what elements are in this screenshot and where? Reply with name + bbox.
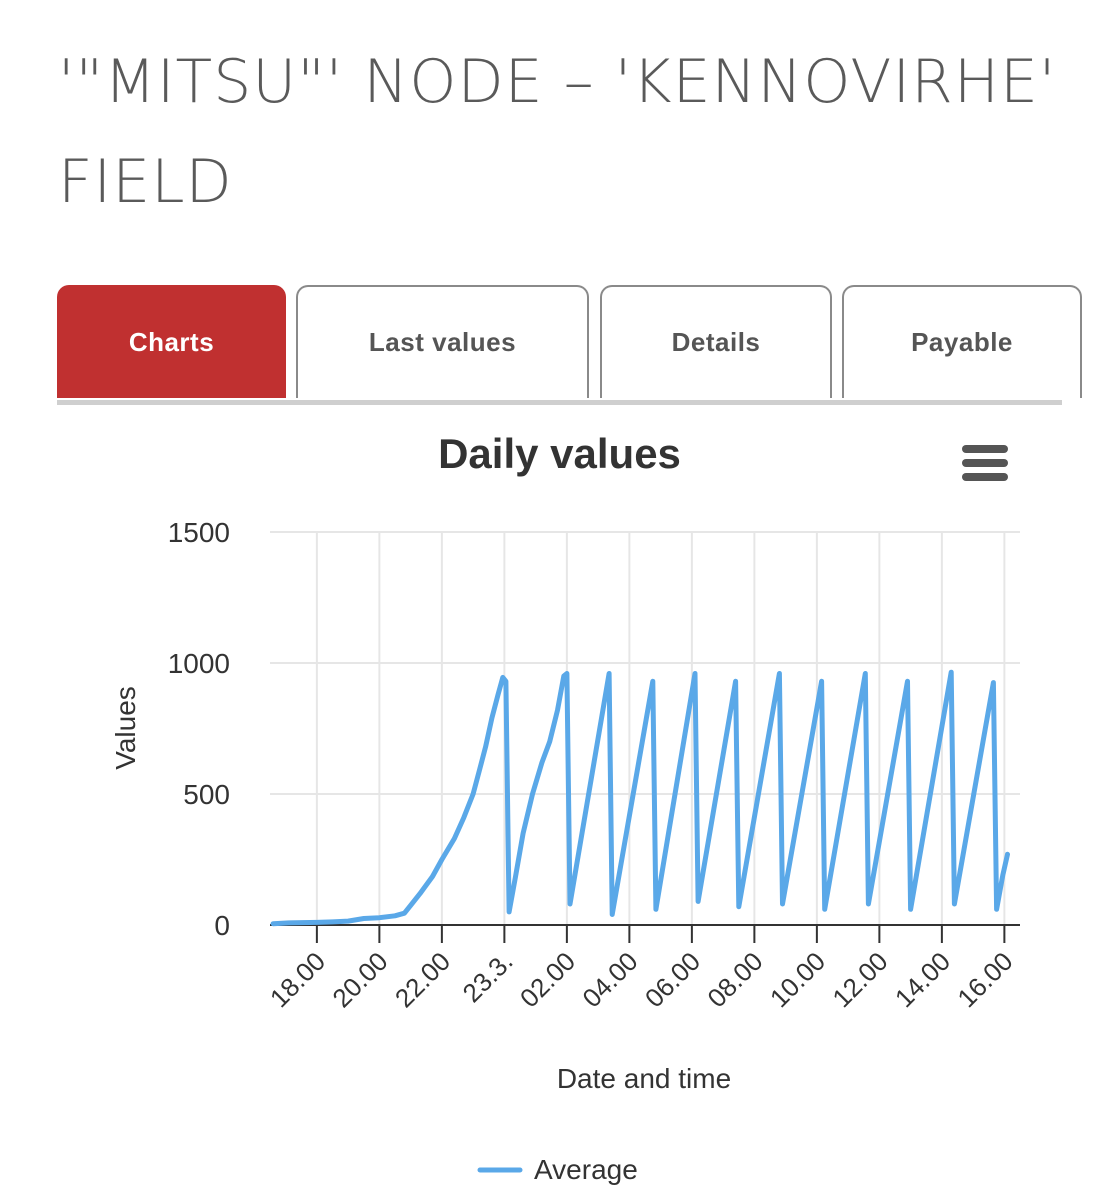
legend-label-average: Average [534,1154,638,1185]
tab-charts[interactable]: Charts [57,285,286,398]
y-tick-label: 0 [214,910,230,941]
series-line-average [270,669,1010,927]
tab-bar: Charts Last values Details Payable [57,285,1082,407]
x-tick-label: 06.00 [639,946,706,1013]
x-tick-label: 08.00 [701,946,768,1013]
chart-title: Daily values [438,430,681,477]
chart-series [270,669,1010,927]
y-tick-label: 1500 [168,517,230,548]
x-tick-label: 10.00 [764,946,831,1013]
y-axis-label: Values [110,686,141,770]
x-axis-label: Date and time [557,1063,731,1094]
x-tick-label: 14.00 [889,946,956,1013]
x-tick-label: 20.00 [326,946,393,1013]
x-tick-label: 16.00 [951,946,1018,1013]
tab-bar-divider [57,400,1062,405]
x-tick-label: 18.00 [264,946,331,1013]
x-tick-label: 22.00 [389,946,456,1013]
tab-details[interactable]: Details [600,285,832,398]
x-tick-label: 02.00 [514,946,581,1013]
x-tick-label: 23.3. [457,946,519,1008]
x-tick-label: 12.00 [826,946,893,1013]
x-tick-label: 04.00 [576,946,643,1013]
tab-last-values[interactable]: Last values [296,285,589,398]
tab-payable[interactable]: Payable [842,285,1082,398]
y-tick-label: 1000 [168,648,230,679]
y-tick-label: 500 [183,779,230,810]
chart-legend[interactable]: Average [477,1154,638,1185]
page-title: '"MITSU"' NODE – 'KENNOVIRHE' FIELD [58,47,1057,217]
hamburger-menu-icon[interactable] [962,445,1008,481]
